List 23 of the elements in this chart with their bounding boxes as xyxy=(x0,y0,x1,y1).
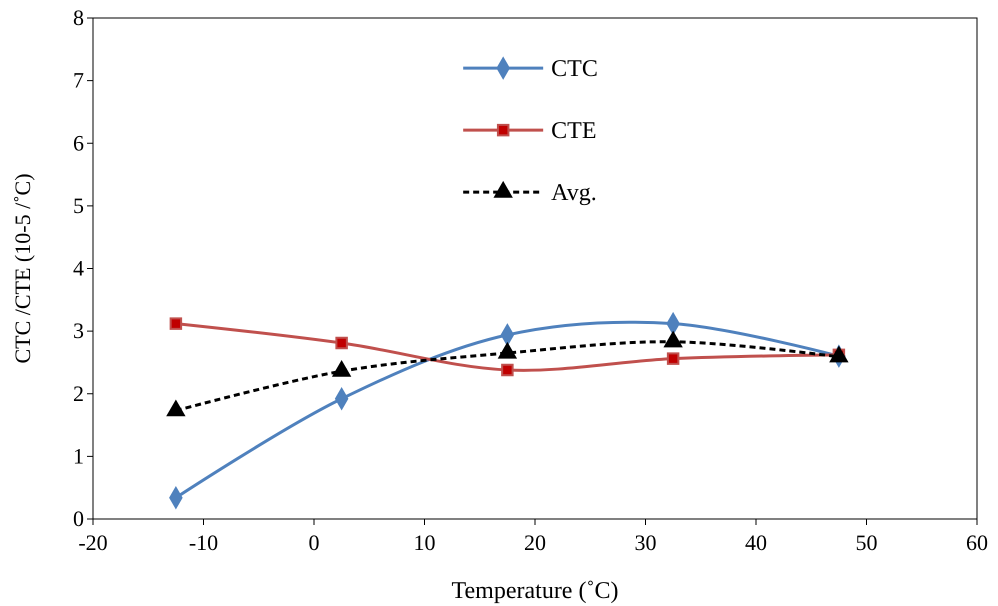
x-axis-title: Temperature (˚C) xyxy=(452,578,618,604)
y-tick-label: 7 xyxy=(73,68,84,93)
x-tick-label: 60 xyxy=(966,530,988,555)
x-tick-label: 20 xyxy=(524,530,546,555)
y-tick-label: 0 xyxy=(73,506,84,532)
x-tick-label: -10 xyxy=(188,530,218,555)
y-tick-label: 1 xyxy=(73,443,84,468)
y-tick-label: 3 xyxy=(73,318,84,344)
legend-label: Avg. xyxy=(551,180,597,206)
legend-label: CTE xyxy=(551,118,597,144)
y-tick-label: 2 xyxy=(73,380,84,406)
legend-label: CTC xyxy=(551,56,598,82)
y-tick-label: 8 xyxy=(73,5,84,30)
y-tick-label: 4 xyxy=(73,256,84,281)
x-tick-label: 40 xyxy=(745,530,767,555)
x-tick-label: 10 xyxy=(414,530,436,555)
x-tick-label: -20 xyxy=(78,530,108,555)
x-tick-label: 50 xyxy=(856,530,878,555)
x-tick-label: 30 xyxy=(634,530,656,555)
y-tick-label: 6 xyxy=(73,130,84,156)
y-tick-label: 5 xyxy=(73,192,84,218)
y-axis-title: CTC /CTE (10-5 /˚C) xyxy=(10,173,35,364)
x-tick-label: 0 xyxy=(308,530,320,555)
